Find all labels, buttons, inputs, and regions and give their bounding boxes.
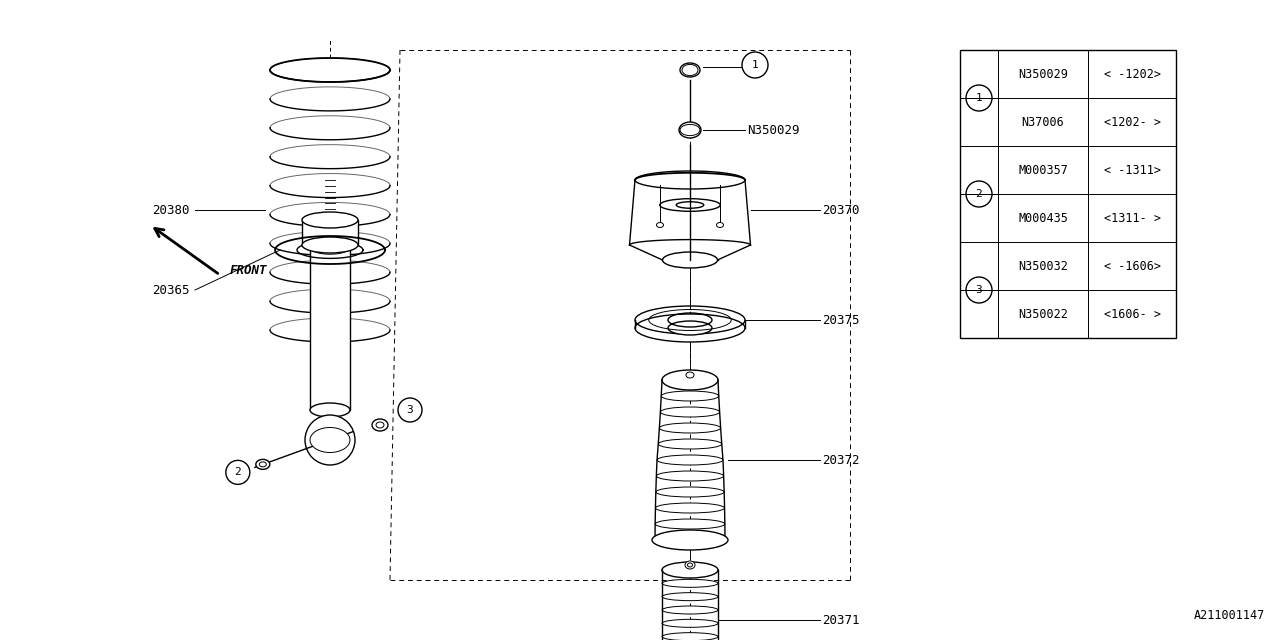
Ellipse shape [687, 563, 692, 567]
Text: 2: 2 [234, 467, 241, 477]
Ellipse shape [662, 633, 718, 640]
Text: 2: 2 [975, 189, 982, 199]
Ellipse shape [663, 252, 718, 268]
Text: 20375: 20375 [822, 314, 859, 326]
Ellipse shape [662, 375, 718, 385]
Ellipse shape [310, 238, 349, 252]
Ellipse shape [256, 460, 270, 469]
Ellipse shape [655, 487, 724, 497]
Bar [960, 50, 1176, 338]
Text: 20372: 20372 [822, 454, 859, 467]
Text: < -1202>: < -1202> [1103, 67, 1161, 81]
Ellipse shape [662, 566, 718, 574]
Ellipse shape [662, 370, 718, 390]
Text: N350029: N350029 [748, 124, 800, 136]
Text: <1606- >: <1606- > [1103, 307, 1161, 321]
Ellipse shape [655, 519, 724, 529]
Ellipse shape [662, 579, 718, 588]
Text: <1311- >: <1311- > [1103, 211, 1161, 225]
Text: N37006: N37006 [1021, 115, 1065, 129]
Ellipse shape [302, 212, 358, 228]
Text: FRONT: FRONT [230, 264, 268, 276]
Text: 3: 3 [975, 285, 982, 295]
Ellipse shape [635, 314, 745, 342]
Ellipse shape [662, 391, 719, 401]
Ellipse shape [302, 237, 358, 253]
Ellipse shape [376, 422, 384, 428]
Ellipse shape [685, 561, 695, 569]
Ellipse shape [660, 407, 719, 417]
Ellipse shape [652, 530, 728, 550]
Ellipse shape [678, 122, 701, 138]
Text: 20370: 20370 [822, 204, 859, 216]
Text: 20365: 20365 [152, 284, 189, 296]
Text: M000357: M000357 [1018, 163, 1068, 177]
Ellipse shape [657, 455, 723, 465]
Ellipse shape [680, 124, 700, 136]
Text: 1: 1 [975, 93, 982, 103]
Ellipse shape [686, 372, 694, 378]
Ellipse shape [310, 428, 349, 452]
Ellipse shape [668, 321, 712, 335]
Bar [302, 220, 358, 245]
Ellipse shape [658, 439, 722, 449]
Ellipse shape [372, 419, 388, 431]
Ellipse shape [662, 620, 718, 627]
Ellipse shape [659, 423, 721, 433]
Text: N350029: N350029 [1018, 67, 1068, 81]
Ellipse shape [662, 593, 718, 601]
Text: <1202- >: <1202- > [1103, 115, 1161, 129]
Text: N350022: N350022 [1018, 307, 1068, 321]
Ellipse shape [680, 63, 700, 77]
Text: A211001147: A211001147 [1194, 609, 1265, 622]
Text: N350032: N350032 [1018, 259, 1068, 273]
Ellipse shape [682, 65, 698, 76]
Text: 1: 1 [751, 60, 758, 70]
Text: 20380: 20380 [152, 204, 189, 216]
Ellipse shape [655, 535, 724, 545]
Bar [310, 245, 349, 410]
Text: < -1311>: < -1311> [1103, 163, 1161, 177]
Text: 20371: 20371 [822, 614, 859, 627]
Ellipse shape [305, 415, 355, 465]
Ellipse shape [655, 503, 724, 513]
Text: 3: 3 [407, 405, 413, 415]
Ellipse shape [657, 471, 723, 481]
Ellipse shape [310, 403, 349, 417]
Ellipse shape [662, 606, 718, 614]
Ellipse shape [260, 462, 266, 467]
Text: M000435: M000435 [1018, 211, 1068, 225]
Ellipse shape [657, 223, 663, 227]
Ellipse shape [662, 562, 718, 578]
Ellipse shape [717, 223, 723, 227]
Text: < -1606>: < -1606> [1103, 259, 1161, 273]
